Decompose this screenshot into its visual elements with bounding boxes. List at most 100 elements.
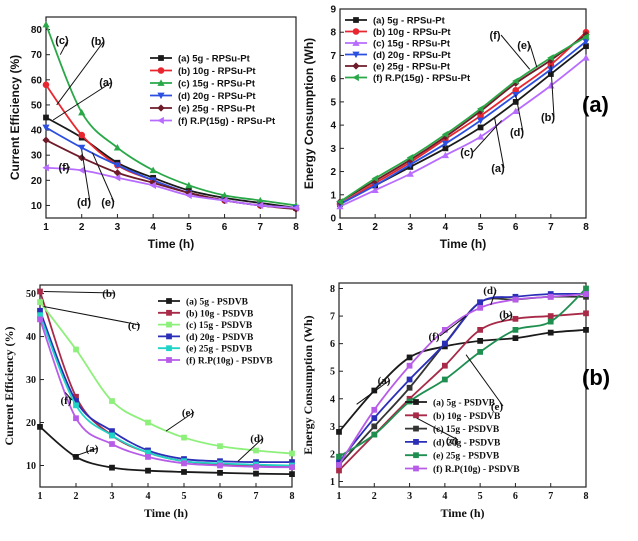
callout-label: (a) (491, 163, 505, 175)
y-tick-label: 3 (330, 422, 335, 433)
x-tick-label: 4 (146, 491, 151, 502)
data-point (336, 453, 342, 460)
callout-line (56, 40, 105, 106)
data-point (289, 450, 295, 457)
x-axis-label: Time (h) (148, 237, 194, 251)
callout-label: (f) (490, 30, 501, 42)
callout-line (237, 437, 264, 462)
data-point (406, 354, 413, 361)
y-tick-label: 2 (330, 167, 336, 178)
legend-entry: (c) 15g - PSDVB (433, 424, 500, 435)
data-point (406, 170, 414, 177)
callout-label: (f) (59, 162, 70, 174)
legend-entry: (c) 15g - RPSu-Pt (178, 79, 256, 90)
data-point (109, 464, 115, 471)
data-point (547, 293, 554, 300)
callout-line (550, 64, 555, 118)
data-point (371, 415, 378, 421)
data-point (477, 349, 484, 355)
y-tick-label: 5 (330, 97, 336, 108)
x-tick-label: 1 (38, 491, 43, 502)
x-tick-label: 7 (254, 491, 259, 502)
legend-entry: (a) 5g - RPSu-Pt (178, 54, 251, 65)
legend-entry: (d) 20g - RPSu-Pt (178, 91, 256, 102)
callout-label: (e) (491, 401, 504, 413)
y-tick-label: 6 (330, 339, 335, 350)
callout-label: (c) (446, 435, 459, 447)
y-tick-label: 40 (26, 332, 36, 343)
callout-line (500, 34, 531, 70)
legend-entry: (e) 25g - RPSu-Pt (373, 62, 451, 73)
series-line (339, 33, 587, 203)
x-tick-label: 4 (442, 491, 447, 502)
data-point (583, 326, 589, 333)
data-point (406, 384, 413, 391)
chart-b-energy-consumption: 1 2 3 4 5 6 7 8 1 2 3 4 5 6 7 8 Time (h) Energy Consumpti… (301, 282, 589, 520)
legend-swatch-marker (352, 28, 360, 35)
y-tick-label: 80 (31, 25, 43, 36)
data-point (78, 154, 86, 162)
data-point (583, 285, 589, 292)
data-point (371, 182, 379, 190)
callout-label: (d) (250, 433, 264, 445)
series-line (39, 319, 293, 469)
legend-swatch-marker (166, 309, 172, 316)
data-point (512, 79, 520, 87)
series-line (339, 40, 587, 205)
data-point (78, 108, 86, 116)
data-point (441, 340, 448, 347)
data-point (547, 54, 554, 62)
x-tick-label: 3 (408, 222, 414, 233)
y-tick-label: 8 (330, 284, 335, 295)
callout-label: (c) (128, 320, 141, 332)
data-point (336, 467, 342, 474)
y-tick-label: 10 (31, 201, 43, 212)
y-tick-label: 0 (330, 214, 336, 225)
data-point (217, 469, 223, 476)
data-point (145, 419, 151, 426)
y-tick-label: 1 (330, 190, 336, 201)
data-point (547, 318, 554, 325)
callout-line (494, 118, 505, 169)
legend-swatch-marker (413, 399, 419, 405)
x-tick-label: 8 (583, 222, 589, 233)
data-point (441, 362, 448, 369)
legend-swatch-marker (166, 321, 172, 328)
legend: (a) 5g - RPSu-Pt(b) 10g - RPSu-Pt(c) 15g… (345, 16, 471, 84)
x-tick-label: 2 (372, 491, 377, 502)
data-point (582, 54, 590, 61)
data-point (42, 124, 50, 132)
legend-swatch-marker (158, 55, 164, 61)
legend-entry: (a) 5g - RPSu-Pt (373, 16, 446, 27)
callout-line (52, 81, 113, 121)
y-tick-label: 4 (330, 121, 336, 132)
data-point (441, 130, 449, 138)
legend-swatch-marker (157, 92, 165, 100)
x-tick-label: 5 (478, 222, 484, 233)
data-point (220, 191, 229, 199)
data-point (181, 434, 187, 441)
x-tick-label: 3 (115, 222, 121, 233)
x-axis-label: Time (h) (144, 506, 188, 520)
x-tick-label: 1 (43, 222, 49, 233)
data-point (547, 313, 554, 319)
y-tick-label: 20 (31, 176, 43, 187)
data-point (406, 362, 413, 369)
y-tick-label: 1 (330, 477, 335, 488)
data-point (253, 470, 259, 477)
data-point (109, 441, 115, 447)
legend-entry: (e) 25g - RPSu-Pt (178, 104, 256, 115)
legend: (a) 5g - PSDVB(b) 10g - PSDVB(c) 15g - P… (158, 297, 273, 367)
x-tick-label: 4 (443, 222, 449, 233)
data-point (78, 144, 86, 152)
y-axis-label: Current Efficiency (%) (8, 55, 22, 180)
data-point (181, 460, 187, 467)
legend-entry: (a) 5g - PSDVB (186, 297, 249, 308)
data-point (43, 114, 49, 121)
data-point (441, 140, 450, 148)
data-point (73, 402, 79, 409)
data-point (220, 196, 228, 205)
data-point (78, 166, 85, 174)
callout-label: (d) (510, 127, 524, 139)
x-tick-label: 6 (513, 222, 519, 233)
